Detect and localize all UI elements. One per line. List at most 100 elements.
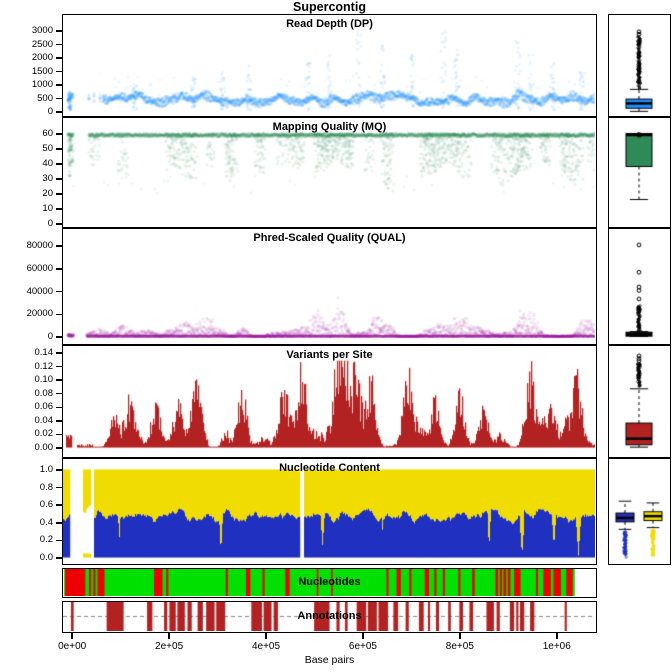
- y-tick-mark: [55, 163, 62, 165]
- annotations-canvas: [63, 602, 595, 631]
- y-tick-label: 30: [42, 173, 53, 184]
- y-tick-mark: [55, 539, 62, 542]
- y-tick-label: 0.00: [34, 442, 54, 453]
- y-tick-label: 1500: [31, 65, 53, 77]
- variants-per-site-boxplot-canvas: [609, 346, 669, 456]
- x-tick-mark: [362, 633, 364, 639]
- boxplot-panel-variants-per-site: [608, 345, 671, 458]
- y-tick-mark: [55, 111, 62, 113]
- boxplot-panel-read-depth: [608, 14, 671, 117]
- boxplot-panel-phred-quality: [608, 228, 671, 345]
- read-depth-boxplot-canvas: [609, 15, 669, 115]
- y-tick-mark: [55, 406, 62, 409]
- y-tick-mark: [55, 30, 62, 32]
- mapping-quality-boxplot-canvas: [609, 118, 669, 226]
- y-tick-label: 0.04: [34, 414, 54, 426]
- y-tick-mark: [55, 148, 62, 150]
- x-tick-mark: [71, 633, 73, 639]
- panel-nucleotide-content: [62, 458, 597, 565]
- y-tick-mark: [55, 379, 62, 381]
- x-tick-label: 6e+05: [348, 641, 377, 652]
- x-axis-label: Base pairs: [304, 654, 355, 666]
- variants-per-site-canvas: [63, 346, 595, 456]
- y-tick-mark: [55, 84, 62, 86]
- panel-nucleotides: [62, 568, 597, 598]
- y-tick-label: 0.6: [39, 499, 53, 511]
- panel-read-depth: [62, 14, 597, 117]
- y-tick-mark: [55, 420, 62, 422]
- y-tick-mark: [55, 392, 62, 395]
- y-tick-mark: [55, 504, 62, 506]
- y-tick-label: 0: [47, 106, 53, 117]
- read-depth-canvas: [63, 15, 595, 115]
- x-tick-label: 2e+05: [155, 641, 184, 652]
- nucleotide-content-canvas: [63, 459, 595, 563]
- y-tick-label: 0.4: [39, 516, 53, 528]
- y-tick-label: 40000: [26, 285, 53, 297]
- y-tick-mark: [55, 365, 62, 368]
- y-tick-label: 0.02: [34, 428, 54, 440]
- y-tick-mark: [55, 245, 62, 247]
- y-tick-label: 60: [42, 128, 53, 139]
- y-tick-mark: [55, 43, 62, 46]
- x-tick-label: 8e+05: [445, 641, 474, 652]
- y-tick-mark: [55, 469, 62, 471]
- y-tick-label: 20000: [26, 308, 53, 320]
- nucleotides-canvas: [63, 569, 595, 596]
- boxplot-panel-mapping-quality: [608, 117, 671, 228]
- y-tick-mark: [55, 70, 62, 73]
- x-tick-label: 4e+05: [251, 641, 281, 652]
- y-tick-label: 80000: [26, 240, 53, 251]
- y-tick-mark: [55, 336, 62, 338]
- y-tick-mark: [55, 352, 62, 354]
- y-tick-label: 0.0: [39, 552, 53, 563]
- y-tick-label: 0.06: [34, 401, 54, 413]
- y-tick-mark: [55, 290, 62, 293]
- y-tick-mark: [55, 557, 62, 559]
- panel-variants-per-site: [62, 345, 597, 458]
- y-tick-mark: [55, 268, 62, 270]
- x-tick-label: 0e+00: [58, 641, 87, 652]
- y-tick-label: 0.08: [34, 387, 54, 399]
- figure-title: Supercontig: [293, 0, 366, 14]
- y-tick-label: 0: [47, 331, 53, 342]
- y-tick-mark: [55, 223, 62, 225]
- panel-annotations: [62, 601, 597, 633]
- panel-mapping-quality: [62, 117, 597, 228]
- x-tick-mark: [168, 633, 170, 639]
- boxplot-panel-nucleotide-content: [608, 458, 671, 565]
- x-tick-mark: [265, 633, 267, 639]
- y-tick-label: 0.10: [34, 374, 54, 386]
- y-tick-label: 0.12: [34, 360, 54, 372]
- y-tick-label: 0.14: [34, 347, 54, 358]
- y-tick-label: 500: [37, 92, 53, 104]
- y-tick-mark: [55, 208, 62, 210]
- y-tick-label: 50: [42, 143, 53, 154]
- y-tick-mark: [55, 133, 62, 135]
- y-tick-mark: [55, 193, 62, 195]
- y-tick-mark: [55, 486, 62, 489]
- phred-quality-canvas: [63, 229, 595, 343]
- y-tick-label: 3000: [31, 25, 53, 36]
- y-tick-mark: [55, 522, 62, 524]
- y-tick-label: 40: [42, 158, 53, 169]
- y-tick-label: 1000: [31, 79, 53, 90]
- panel-phred-quality: [62, 228, 597, 345]
- x-tick-mark: [459, 633, 461, 639]
- mapping-quality-canvas: [63, 118, 595, 226]
- y-tick-label: 10: [42, 203, 53, 214]
- y-tick-mark: [55, 97, 62, 100]
- y-tick-label: 0: [47, 218, 53, 229]
- y-tick-label: 20: [42, 188, 53, 199]
- y-tick-mark: [55, 57, 62, 59]
- y-tick-label: 2500: [31, 38, 53, 50]
- y-tick-mark: [55, 447, 62, 449]
- y-tick-mark: [55, 313, 62, 315]
- y-tick-label: 0.8: [39, 481, 53, 493]
- y-tick-label: 60000: [26, 262, 53, 274]
- nucleotide-content-boxplot-canvas: [609, 459, 669, 563]
- x-tick-mark: [556, 633, 558, 639]
- y-tick-mark: [55, 433, 62, 436]
- y-tick-mark: [55, 178, 62, 180]
